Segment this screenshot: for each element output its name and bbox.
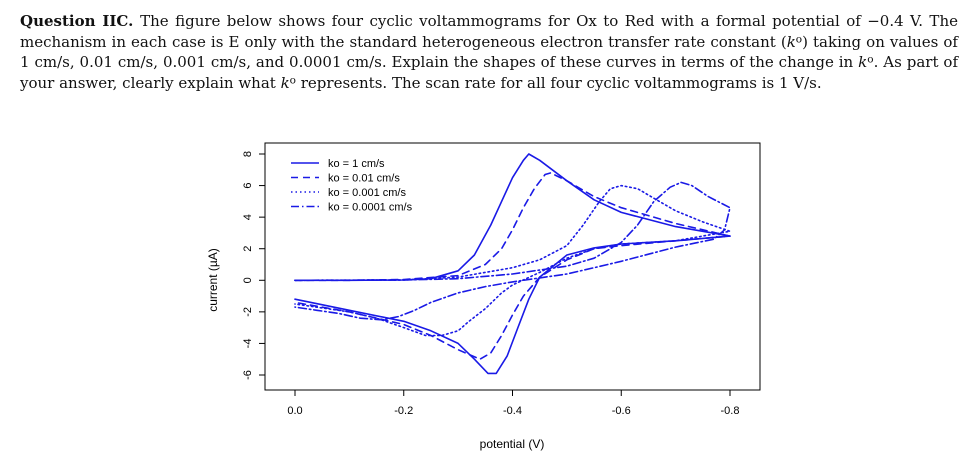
k-degree: o (289, 74, 296, 87)
y-axis-label: current (µA) (206, 248, 220, 312)
x-tick-label: -0.6 (612, 405, 631, 417)
y-tick-label: 6 (242, 183, 254, 189)
y-tick-label: -2 (242, 307, 254, 317)
legend-label: ko = 0.01 cm/s (328, 173, 400, 185)
k-symbol: k (858, 53, 868, 72)
k-symbol: k (280, 73, 290, 92)
k-symbol: k (786, 32, 796, 51)
k-degree: o (795, 32, 803, 45)
chart-legend: ko = 1 cm/s ko = 0.01 cm/s ko = 0.001 cm/s… (291, 158, 413, 214)
chart-axes: 0.0 -0.2 -0.4 -0.6 -0.8 -6 -4 -2 0 2 4 6 8 (242, 142, 761, 417)
x-tick-label: -0.8 (721, 405, 740, 417)
question-text-part-1: The figure below shows four cyclic volta… (20, 12, 958, 51)
question-text: Question IIC. The figure below shows fou… (20, 12, 958, 92)
question-label: Question IIC (20, 12, 129, 30)
legend-label: ko = 0.0001 cm/s (328, 202, 413, 214)
series-line-3 (294, 184, 731, 337)
y-tick-label: 2 (242, 246, 254, 252)
legend-label: ko = 1 cm/s (328, 158, 385, 170)
chart-series (294, 153, 731, 375)
x-tick-label: -0.2 (394, 405, 413, 417)
series-line-4 (294, 181, 731, 321)
legend-label: ko = 0.001 cm/s (328, 187, 406, 199)
y-tick-label: 8 (242, 151, 254, 157)
y-tick-label: 4 (242, 214, 254, 220)
question-text-part-3: . As part of your answer, clearly explai… (20, 53, 958, 92)
x-axis-label: potential (V) (480, 437, 545, 451)
k-degree: o (867, 53, 874, 66)
y-tick-label: -4 (242, 339, 254, 349)
x-tick-label: -0.4 (503, 405, 522, 417)
series-line-2 (294, 172, 731, 360)
y-tick-label: 0 (242, 277, 254, 283)
question-text-part-4: represents. The scan rate for all four c… (295, 73, 822, 92)
x-tick-label: 0.0 (287, 405, 302, 417)
y-tick-label: -6 (242, 370, 254, 380)
question-text-part-2: ) taking on values of 1 cm/s, 0.01 cm/s,… (20, 32, 958, 72)
